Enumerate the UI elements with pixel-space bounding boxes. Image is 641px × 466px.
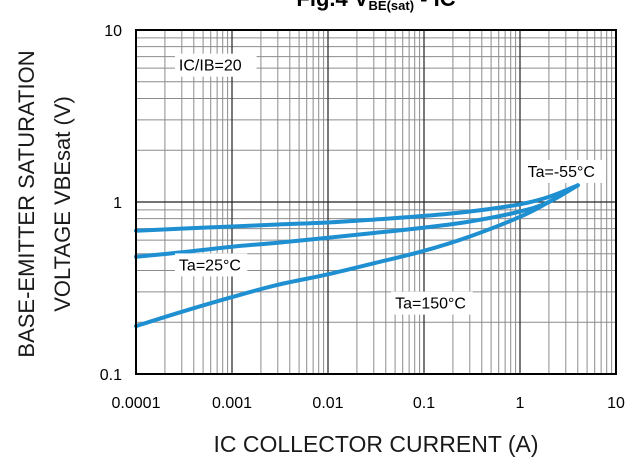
annotation-background — [174, 253, 248, 277]
x-tick-label: 0.1 — [413, 395, 435, 412]
x-tick-label: 10 — [607, 395, 625, 412]
plot-frame — [135, 29, 617, 375]
x-tick-label: 0.001 — [212, 395, 252, 412]
series-annotation: Ta=25°C — [179, 257, 241, 274]
series-annotation: Ta=-55°C — [528, 164, 595, 181]
y-tick-labels: 0.1 1 10 — [100, 23, 122, 384]
condition-label-box: IC/IB=20 — [174, 53, 257, 77]
x-tick-label: 0.01 — [312, 395, 343, 412]
series-annotation: Ta=150°C — [395, 296, 466, 313]
x-tick-label: 0.0001 — [112, 395, 161, 412]
series-lines — [134, 183, 580, 329]
y-axis-title-line1: BASE-EMITTER SATURATION — [14, 50, 39, 357]
x-tick-labels: 0.0001 0.001 0.01 0.1 1 10 — [112, 395, 625, 412]
x-axis-title: IC COLLECTOR CURRENT (A) — [213, 431, 538, 457]
y-axis-title-line2: VOLTAGE VBEsat (V) — [50, 96, 75, 312]
annotation-background — [391, 291, 473, 315]
annotation-background — [174, 53, 257, 77]
annotation-background — [523, 159, 606, 183]
annotations: Ta=-55°C Ta=25°C Ta=150°C — [174, 159, 606, 315]
gridlines — [135, 29, 617, 375]
y-tick-label: 1 — [113, 195, 122, 212]
y-tick-label: 0.1 — [100, 367, 122, 384]
chart-title: Fig.4 VBE(sat) - IC — [296, 0, 455, 13]
y-tick-label: 10 — [104, 23, 122, 40]
series-line — [134, 183, 580, 329]
series-line — [134, 183, 580, 259]
condition-label: IC/IB=20 — [179, 58, 242, 75]
x-tick-label: 1 — [516, 395, 525, 412]
series-line — [134, 183, 580, 233]
